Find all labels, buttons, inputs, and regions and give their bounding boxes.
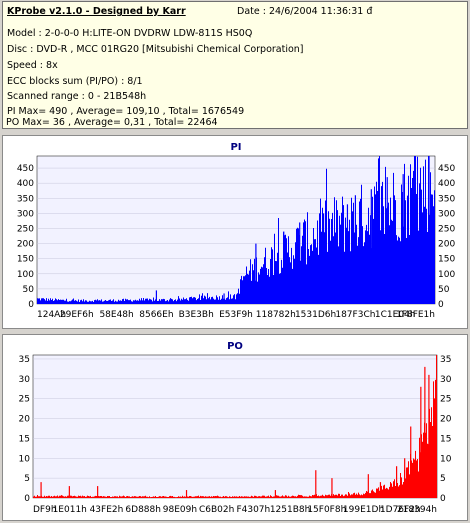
y-tick-label-left: 50: [23, 285, 35, 295]
y-tick-label-left: 25: [19, 395, 30, 405]
disc-line: Disc : DVD-R , MCC 01RG20 [Mitsubishi Ch…: [7, 44, 304, 55]
y-tick-label-left: 400: [17, 179, 34, 189]
y-tick-label-left: 450: [17, 164, 34, 174]
y-tick-label-right: 200: [438, 240, 455, 250]
x-tick-label: 1E011h: [53, 505, 87, 515]
pi-chart-panel: PI 0 0 50 50 100 100 150 150 200 200 250 250 300 300 35…: [2, 135, 468, 329]
x-tick-label: 1531D6h: [295, 310, 336, 320]
y-tick-label-left: 300: [17, 209, 34, 219]
x-tick-label: DF9h: [33, 505, 57, 515]
y-tick-label-right: 300: [438, 209, 455, 219]
range-line: Scanned range : 0 - 21B548h: [7, 91, 147, 102]
y-tick-label-right: 50: [438, 285, 450, 295]
y-tick-label-left: 0: [24, 494, 30, 504]
x-tick-label: 1C1E04h: [375, 310, 416, 320]
y-tick-label-right: 15: [440, 434, 451, 444]
x-tick-label: 218394h: [397, 505, 437, 515]
y-tick-label-right: 400: [438, 179, 455, 189]
x-tick-label: 8566Eh: [139, 310, 173, 320]
x-tick-label: 98E09h: [163, 505, 197, 515]
data-series: [33, 355, 437, 498]
data-series: [37, 156, 435, 304]
model-line: Model : 2-0-0-0 H:LITE-ON DVDRW LDW-811S…: [7, 28, 253, 39]
po-summary-line: PO Max= 36 , Average= 0,31 , Total= 2246…: [6, 117, 218, 128]
y-tick-label-right: 0: [438, 300, 444, 310]
ecc-line: ECC blocks sum (PI/PO) : 8/1: [7, 76, 143, 87]
pi-summary-line: PI Max= 490 , Average= 109,10 , Total= 1…: [7, 106, 245, 117]
po-chart: PO 0 0 5 5 10 10 15 15 20 20 25 25 30 30 35 35 DF9h1E011h…: [19, 341, 452, 515]
y-tick-label-right: 25: [440, 395, 451, 405]
x-tick-label: 1F8FE1h: [396, 310, 435, 320]
y-tick-label-left: 15: [19, 434, 30, 444]
x-tick-label: E53F9h: [219, 310, 253, 320]
x-tick-label: 15F0F8h: [307, 505, 346, 515]
y-tick-label-right: 20: [440, 415, 452, 425]
info-panel: KProbe v2.1.0 - Designed by Karr Date : …: [2, 1, 468, 129]
x-tick-label: 29EF6h: [60, 310, 94, 320]
y-tick-label-right: 350: [438, 194, 455, 204]
y-tick-label-right: 30: [440, 375, 452, 385]
x-tick-label: 124Ah: [37, 310, 66, 320]
speed-line: Speed : 8x: [7, 60, 58, 71]
x-tick-label: 1D76F2h: [380, 505, 421, 515]
pi-chart: PI 0 0 50 50 100 100 150 150 200 200 250 250 300 300 35…: [17, 142, 456, 320]
app-title: KProbe v2.1.0 - Designed by Karr: [7, 6, 186, 17]
chart-title: PI: [230, 142, 241, 153]
chart-title: PO: [227, 341, 243, 352]
x-tick-label: B3E3Bh: [179, 310, 214, 320]
scan-date: Date : 24/6/2004 11:36:31 đ: [237, 6, 373, 17]
y-tick-label-left: 250: [17, 224, 34, 234]
x-tick-label: 1251B8h: [270, 505, 311, 515]
y-tick-label-left: 30: [19, 375, 31, 385]
y-tick-label-right: 10: [440, 454, 452, 464]
y-tick-label-left: 100: [17, 270, 34, 280]
data-bars: [37, 156, 435, 304]
y-tick-label-left: 200: [17, 240, 34, 250]
y-tick-label-right: 5: [440, 474, 446, 484]
y-tick-label-left: 35: [19, 355, 30, 365]
x-tick-label: C6B02h: [199, 505, 234, 515]
plot-area: [32, 354, 438, 499]
y-tick-label-left: 350: [17, 194, 34, 204]
y-tick-label-right: 35: [440, 355, 451, 365]
y-tick-label-right: 100: [438, 270, 455, 280]
y-tick-label-left: 5: [24, 474, 30, 484]
x-tick-label: 58E48h: [99, 310, 133, 320]
y-tick-label-right: 150: [438, 255, 455, 265]
y-tick-label-left: 20: [19, 415, 31, 425]
y-tick-label-right: 0: [440, 494, 446, 504]
po-chart-panel: PO 0 0 5 5 10 10 15 15 20 20 25 25 30 30 35 35 DF9h 1E011h…: [2, 334, 468, 521]
x-tick-label: 187F3Ch: [335, 310, 375, 320]
y-tick-label-left: 10: [19, 454, 31, 464]
x-tick-label: 199E1Dh: [343, 505, 384, 515]
y-tick-label-right: 250: [438, 224, 455, 234]
x-tick-label: 43FE2h: [90, 505, 124, 515]
y-tick-label-right: 450: [438, 164, 455, 174]
y-tick-label-left: 0: [28, 300, 34, 310]
data-bars: [33, 355, 437, 498]
y-tick-label-left: 150: [17, 255, 34, 265]
x-tick-label: 118782h: [256, 310, 296, 320]
x-tick-label: 6D888h: [125, 505, 161, 515]
x-tick-label: F4307h: [236, 505, 270, 515]
